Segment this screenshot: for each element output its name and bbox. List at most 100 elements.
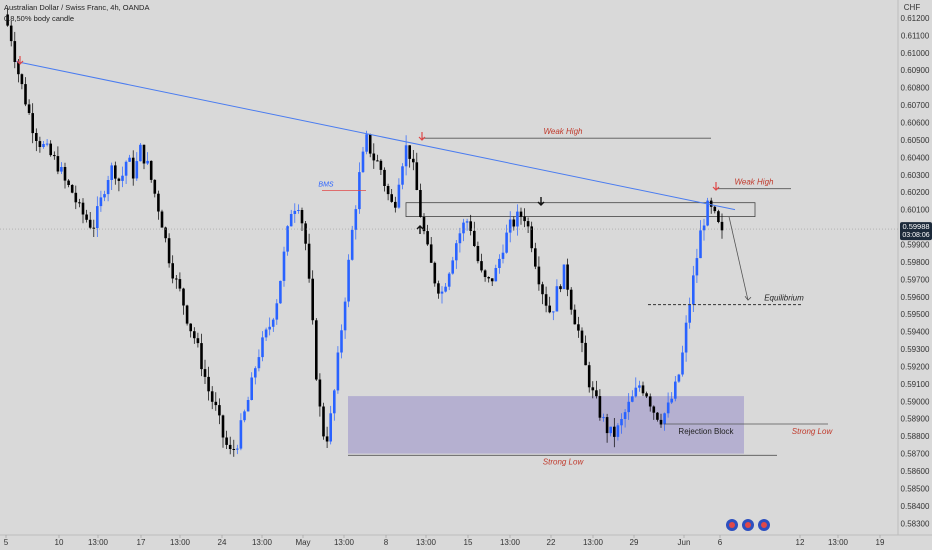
- candle-down[interactable]: [613, 426, 616, 437]
- candle-down[interactable]: [530, 226, 533, 249]
- candle-up[interactable]: [695, 258, 699, 276]
- candle-down[interactable]: [645, 393, 648, 397]
- candle-up[interactable]: [681, 352, 684, 375]
- candle-down[interactable]: [412, 158, 415, 163]
- candle-down[interactable]: [300, 210, 304, 224]
- candle-up[interactable]: [634, 387, 638, 397]
- candle-up[interactable]: [404, 145, 408, 167]
- candle-down[interactable]: [196, 338, 200, 344]
- candle-down[interactable]: [142, 144, 146, 164]
- candle-down[interactable]: [652, 406, 656, 413]
- candle-down[interactable]: [577, 324, 580, 331]
- candle-up[interactable]: [271, 319, 275, 327]
- candle-down[interactable]: [480, 261, 483, 271]
- candle-down[interactable]: [9, 25, 13, 42]
- candle-down[interactable]: [157, 193, 160, 212]
- candle-up[interactable]: [440, 291, 444, 294]
- candle-up[interactable]: [670, 398, 673, 403]
- candle-down[interactable]: [372, 153, 376, 161]
- candle-up[interactable]: [250, 377, 253, 401]
- candle-down[interactable]: [598, 396, 602, 418]
- candle-down[interactable]: [200, 343, 203, 370]
- candle-down[interactable]: [24, 84, 27, 105]
- candle-up[interactable]: [462, 222, 465, 234]
- candle-down[interactable]: [720, 221, 724, 231]
- candle-down[interactable]: [182, 288, 185, 306]
- candle-down[interactable]: [476, 246, 480, 262]
- candle-up[interactable]: [516, 211, 519, 227]
- candle-down[interactable]: [232, 449, 236, 450]
- candle-up[interactable]: [243, 411, 246, 421]
- candle-down[interactable]: [20, 74, 24, 85]
- candle-down[interactable]: [573, 309, 577, 325]
- candle-up[interactable]: [347, 259, 350, 302]
- candle-up[interactable]: [688, 304, 691, 323]
- candle-up[interactable]: [674, 381, 677, 399]
- candle-down[interactable]: [63, 167, 67, 181]
- candle-down[interactable]: [81, 202, 85, 215]
- candle-up[interactable]: [494, 268, 498, 282]
- candle-up[interactable]: [333, 390, 336, 414]
- candle-up[interactable]: [128, 157, 131, 162]
- candle-down[interactable]: [153, 179, 157, 194]
- candle-down[interactable]: [394, 201, 397, 208]
- candle-down[interactable]: [175, 278, 178, 280]
- candle-down[interactable]: [311, 278, 314, 321]
- candle-up[interactable]: [684, 322, 688, 353]
- candle-down[interactable]: [519, 211, 523, 217]
- candle-up[interactable]: [146, 160, 149, 164]
- event-icon[interactable]: [758, 519, 770, 531]
- candle-down[interactable]: [13, 41, 17, 62]
- candle-down[interactable]: [437, 283, 440, 294]
- candle-up[interactable]: [692, 275, 695, 305]
- candle-down[interactable]: [415, 162, 419, 190]
- candle-down[interactable]: [92, 227, 96, 229]
- candle-up[interactable]: [96, 206, 99, 228]
- event-icon[interactable]: [726, 519, 738, 531]
- candle-down[interactable]: [178, 279, 182, 289]
- candle-up[interactable]: [293, 210, 297, 214]
- candle-up[interactable]: [336, 352, 340, 391]
- candle-up[interactable]: [354, 209, 358, 230]
- candle-down[interactable]: [512, 219, 516, 227]
- candle-down[interactable]: [193, 331, 196, 339]
- candle-down[interactable]: [648, 396, 652, 407]
- candle-up[interactable]: [451, 260, 454, 274]
- price-axis[interactable]: 0.61200 0.61100 0.61000 0.60900 0.60800 0.607…: [901, 14, 930, 528]
- candle-up[interactable]: [261, 337, 264, 358]
- candle-up[interactable]: [106, 180, 110, 195]
- candle-up[interactable]: [236, 448, 239, 450]
- candle-down[interactable]: [368, 134, 372, 154]
- candle-down[interactable]: [207, 376, 210, 392]
- candle-down[interactable]: [221, 415, 225, 438]
- time-axis[interactable]: 5 10 13:00 17 13:00 24 13:00 May 13:00 8 13:00 15 13…: [4, 535, 885, 547]
- candle-up[interactable]: [264, 329, 268, 338]
- candle-down[interactable]: [114, 165, 117, 179]
- candle-up[interactable]: [365, 134, 368, 152]
- candle-down[interactable]: [53, 155, 56, 157]
- candle-down[interactable]: [325, 436, 329, 442]
- candle-up[interactable]: [552, 311, 555, 313]
- candle-up[interactable]: [505, 232, 508, 253]
- candle-up[interactable]: [501, 252, 505, 259]
- candle-up[interactable]: [340, 330, 343, 353]
- candle-down[interactable]: [537, 266, 541, 285]
- candle-down[interactable]: [408, 145, 411, 159]
- candle-down[interactable]: [433, 262, 437, 284]
- candle-down[interactable]: [307, 243, 311, 279]
- candle-up[interactable]: [279, 280, 282, 304]
- candle-up[interactable]: [286, 226, 289, 252]
- candle-up[interactable]: [103, 194, 106, 198]
- trendline[interactable]: [15, 61, 736, 211]
- candle-up[interactable]: [666, 402, 670, 414]
- candle-up[interactable]: [350, 229, 354, 260]
- candle-up[interactable]: [42, 144, 45, 147]
- candle-up[interactable]: [498, 258, 501, 268]
- candle-down[interactable]: [473, 230, 476, 246]
- candle-down[interactable]: [580, 330, 584, 343]
- candle-down[interactable]: [429, 244, 433, 263]
- candle-down[interactable]: [70, 185, 74, 193]
- candle-up[interactable]: [465, 221, 469, 223]
- candle-down[interactable]: [534, 248, 537, 267]
- candle-down[interactable]: [225, 437, 228, 445]
